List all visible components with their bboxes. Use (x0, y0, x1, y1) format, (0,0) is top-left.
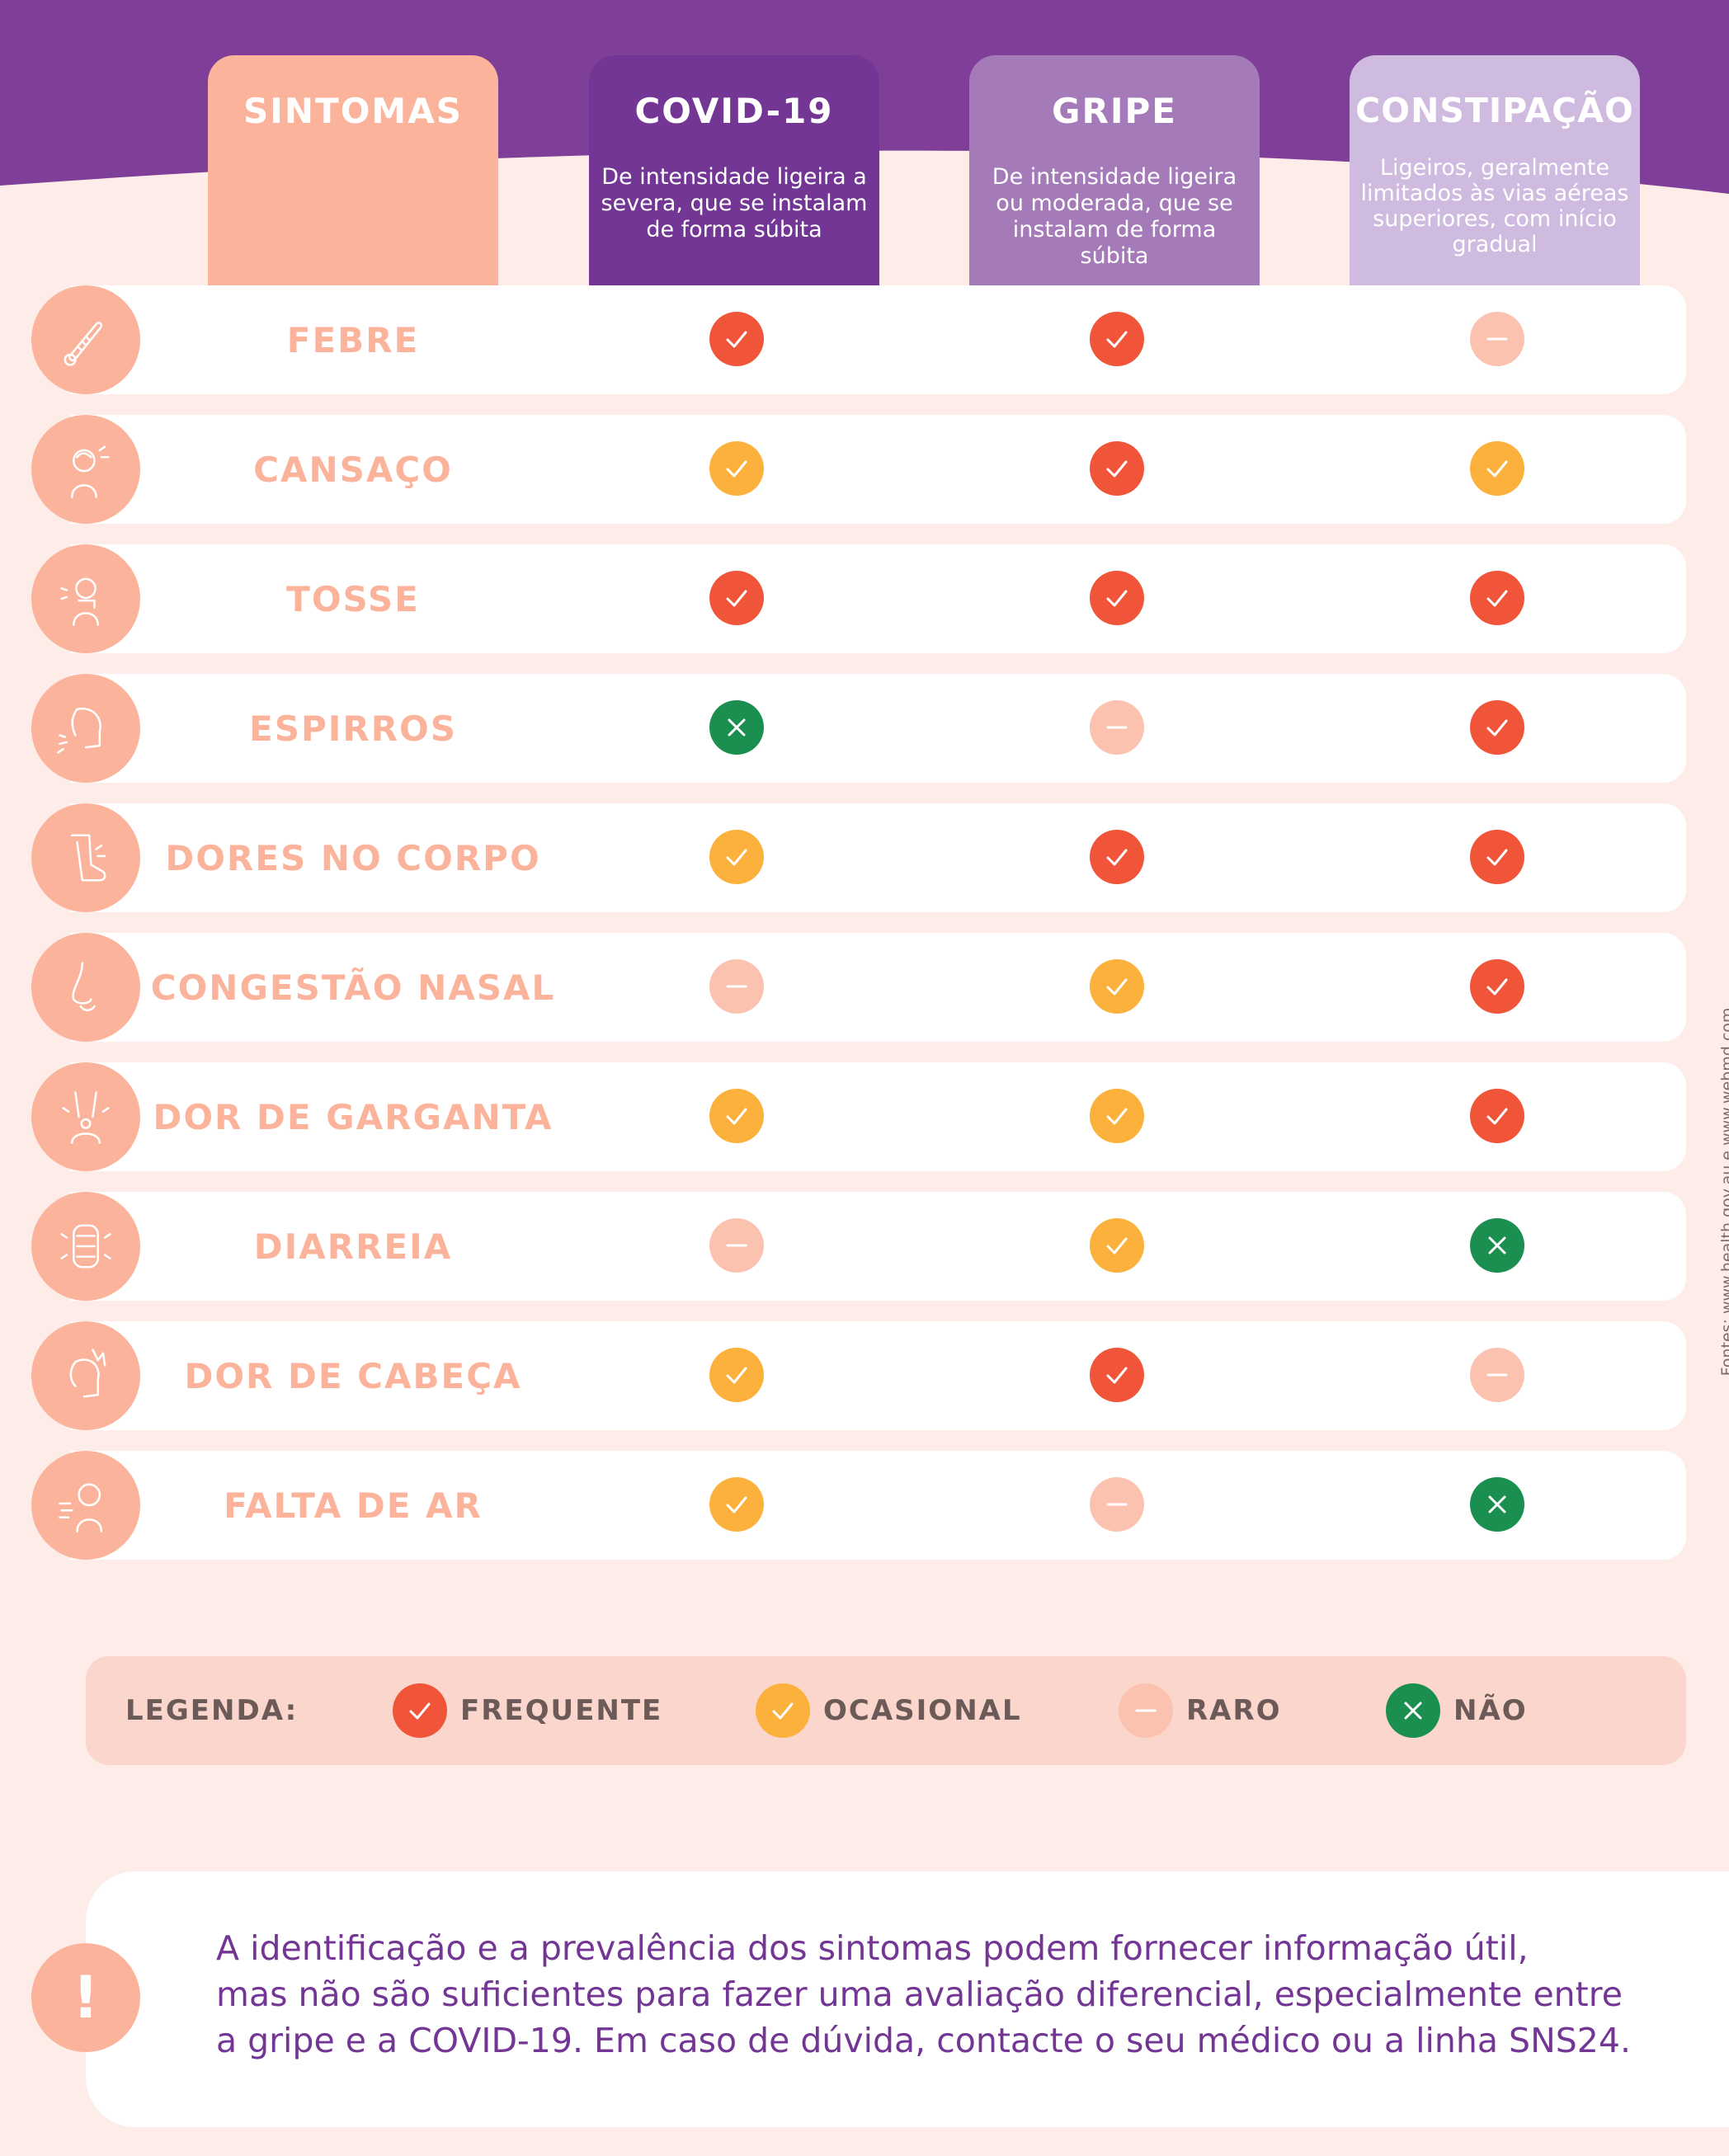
sore-throat-icon (31, 1062, 140, 1171)
legend-item-nao: NÃO (1386, 1656, 1528, 1765)
intestine-icon (31, 1192, 140, 1301)
check-icon (1470, 1089, 1524, 1143)
table-row: ESPIRROS (31, 674, 1686, 783)
check-icon (1470, 571, 1524, 625)
header-gripe-description: De intensidade ligeira ou moderada, que … (992, 164, 1237, 269)
table-row: DOR DE GARGANTA (31, 1062, 1686, 1171)
table-row: CONGESTÃO NASAL (31, 933, 1686, 1042)
symptom-label: FEBRE (286, 319, 420, 360)
header-constipacao: CONSTIPAÇÃO Ligeiros, geralmente limitad… (1350, 55, 1640, 288)
cough-icon (31, 544, 140, 653)
shortness-of-breath-icon (31, 1451, 140, 1560)
header-constipacao-description: Ligeiros, geralmente limitados às vias a… (1360, 155, 1629, 257)
check-icon (709, 1477, 764, 1532)
symptom-label: ESPIRROS (249, 708, 457, 749)
check-icon (709, 1089, 764, 1143)
header-sintomas: SINTOMAS (208, 55, 498, 288)
leg-pain-icon (31, 803, 140, 912)
x-icon (1386, 1683, 1440, 1738)
check-icon (1470, 441, 1524, 496)
x-icon (1470, 1477, 1524, 1532)
legend-title: LEGENDA: (125, 1694, 299, 1727)
check-icon (1090, 441, 1144, 496)
nose-icon (31, 933, 140, 1042)
x-icon (1470, 1218, 1524, 1273)
header-covid: COVID-19 De intensidade ligeira a severa… (589, 55, 879, 288)
legend-item-raro: RARO (1119, 1656, 1282, 1765)
note-text: A identificação e a prevalência dos sint… (216, 1925, 1701, 2064)
table-row: FALTA DE AR (31, 1451, 1686, 1560)
table-row: TOSSE (31, 544, 1686, 653)
legend-label-ocasional: OCASIONAL (823, 1694, 1022, 1727)
note-line: a gripe e a COVID-19. Em caso de dúvida,… (216, 2021, 1631, 2060)
check-icon (1090, 1218, 1144, 1273)
symptom-label: DOR DE GARGANTA (153, 1096, 554, 1137)
minus-icon (1119, 1683, 1173, 1738)
check-icon (709, 1348, 764, 1402)
legend-item-ocasional: OCASIONAL (756, 1656, 1022, 1765)
check-icon (1470, 700, 1524, 755)
exclamation-icon: ! (31, 1943, 140, 2052)
check-icon (1090, 1089, 1144, 1143)
symptom-label: CONGESTÃO NASAL (150, 967, 556, 1008)
check-icon (1090, 959, 1144, 1014)
header-covid-description: De intensidade ligeira a severa, que se … (601, 164, 868, 242)
header-gripe-title: GRIPE (1052, 91, 1177, 131)
legend-label-nao: NÃO (1453, 1694, 1528, 1727)
check-icon (1470, 959, 1524, 1014)
check-icon (1090, 312, 1144, 366)
check-icon (709, 441, 764, 496)
sneeze-icon (31, 674, 140, 783)
symptom-label: DIARREIA (253, 1226, 453, 1267)
note-line: mas não são suficientes para fazer uma a… (216, 1975, 1623, 2014)
check-icon (709, 312, 764, 366)
minus-icon (709, 959, 764, 1014)
symptom-label: CANSAÇO (253, 449, 453, 490)
table-row: DOR DE CABEÇA (31, 1321, 1686, 1430)
symptom-label: DORES NO CORPO (165, 837, 541, 878)
table-row: DIARREIA (31, 1192, 1686, 1301)
check-icon (709, 830, 764, 884)
check-icon (1090, 1348, 1144, 1402)
table-row: FEBRE (31, 285, 1686, 394)
symptom-label: DOR DE CABEÇA (184, 1355, 522, 1396)
note-box (86, 1871, 1729, 2127)
thermometer-icon (31, 285, 140, 394)
minus-icon (1470, 1348, 1524, 1402)
check-icon (709, 571, 764, 625)
minus-icon (1470, 312, 1524, 366)
headache-icon (31, 1321, 140, 1430)
check-icon (756, 1683, 810, 1738)
symptom-label: FALTA DE AR (224, 1485, 483, 1526)
header-covid-title: COVID-19 (634, 91, 834, 131)
check-icon (393, 1683, 447, 1738)
check-icon (1090, 571, 1144, 625)
header-constipacao-title: CONSTIPAÇÃO (1355, 91, 1634, 130)
tired-person-icon (31, 415, 140, 524)
source-note: Fontes: www.health.gov.au e www.webmd.co… (1718, 1007, 1729, 1377)
minus-icon (709, 1218, 764, 1273)
table-row: CANSAÇO (31, 415, 1686, 524)
symptom-label: TOSSE (286, 578, 420, 619)
header-gripe: GRIPE De intensidade ligeira ou moderada… (969, 55, 1260, 288)
x-icon (709, 700, 764, 755)
check-icon (1470, 830, 1524, 884)
minus-icon (1090, 700, 1144, 755)
check-icon (1090, 830, 1144, 884)
minus-icon (1090, 1477, 1144, 1532)
legend-label-raro: RARO (1186, 1694, 1282, 1727)
legend-label-frequente: FREQUENTE (460, 1694, 663, 1727)
legend-item-frequente: FREQUENTE (393, 1656, 662, 1765)
note-line: A identificação e a prevalência dos sint… (216, 1928, 1529, 1968)
header-sintomas-title: SINTOMAS (243, 91, 463, 131)
table-row: DORES NO CORPO (31, 803, 1686, 912)
legend: LEGENDA: FREQUENTE OCASIONAL RARO NÃO (86, 1656, 1686, 1765)
